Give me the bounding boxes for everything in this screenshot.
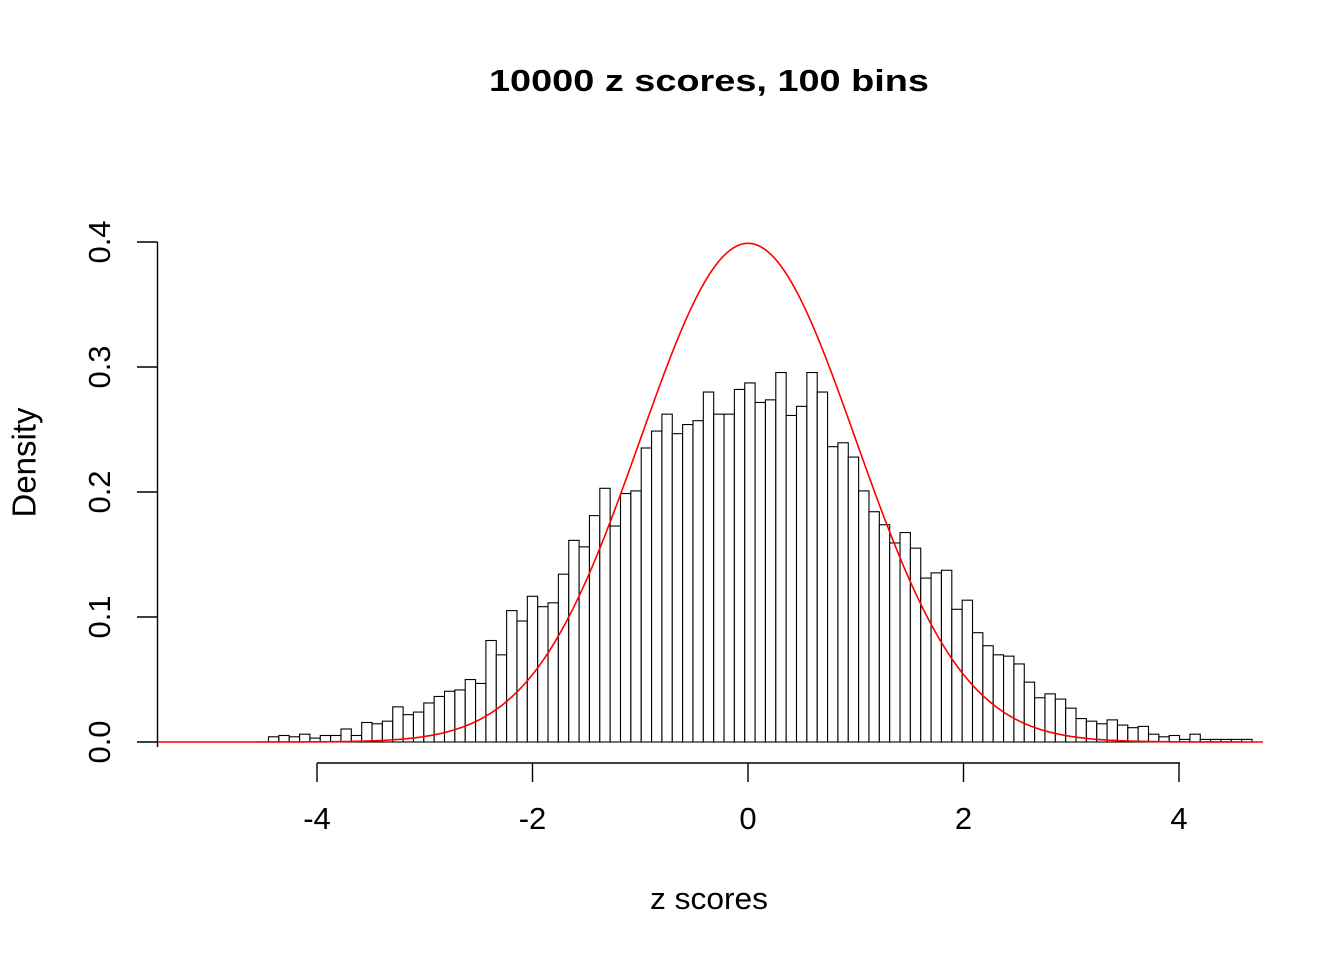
svg-text:Density: Density: [6, 407, 43, 518]
svg-text:0.4: 0.4: [82, 220, 117, 263]
svg-text:-2: -2: [519, 801, 547, 836]
svg-text:0: 0: [739, 801, 756, 836]
svg-text:z scores: z scores: [650, 881, 768, 916]
svg-text:0.3: 0.3: [82, 345, 117, 388]
svg-text:2: 2: [955, 801, 972, 836]
svg-text:0.2: 0.2: [82, 470, 117, 513]
svg-text:0.1: 0.1: [82, 595, 117, 638]
svg-text:4: 4: [1170, 801, 1187, 836]
svg-text:-4: -4: [303, 801, 331, 836]
svg-text:10000 z scores, 100 bins: 10000 z scores, 100 bins: [489, 63, 929, 98]
svg-text:0.0: 0.0: [82, 720, 117, 763]
